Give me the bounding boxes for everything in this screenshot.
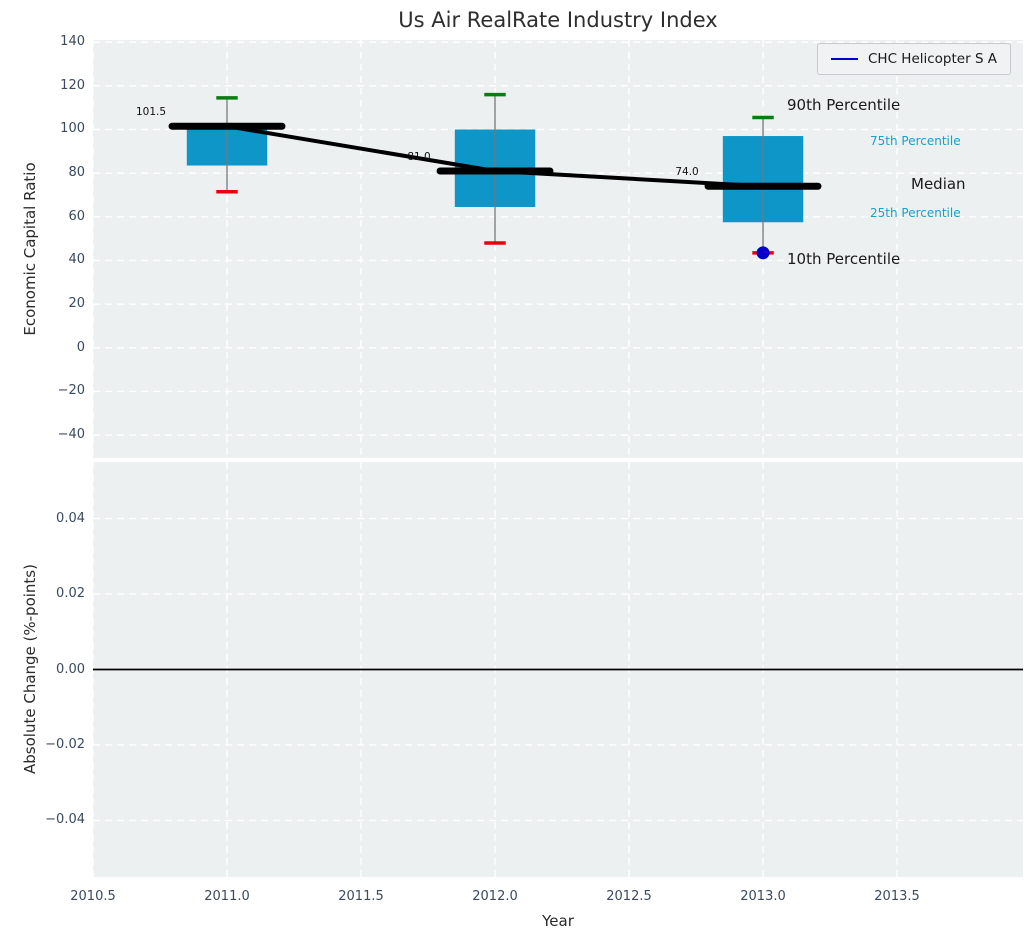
label-90th-percentile: 90th Percentile bbox=[787, 96, 901, 114]
x-tick-label: 2012.5 bbox=[606, 889, 652, 904]
median-annotation: 81.0 bbox=[407, 151, 430, 163]
y-tick-label: 80 bbox=[68, 165, 85, 181]
median-annotation: 101.5 bbox=[136, 106, 166, 118]
y-tick-label: −40 bbox=[57, 427, 85, 443]
x-tick-label: 2013.5 bbox=[874, 889, 920, 904]
x-tick-label: 2011.5 bbox=[338, 889, 384, 904]
y-tick-label: −20 bbox=[57, 383, 85, 399]
y-tick-label: 100 bbox=[60, 121, 85, 137]
label-median: Median bbox=[911, 175, 966, 193]
y-tick-label: 0.02 bbox=[56, 586, 85, 602]
label-75th-percentile: 75th Percentile bbox=[870, 134, 961, 148]
absolute-change-svg bbox=[93, 462, 1023, 877]
economic-capital-ratio-svg: 101.5 81.0 74.0 bbox=[93, 40, 1023, 458]
x-axis-label-year: Year bbox=[542, 912, 574, 930]
legend-line-icon bbox=[831, 58, 858, 60]
label-25th-percentile: 25th Percentile bbox=[870, 206, 961, 220]
economic-capital-ratio-plot: 101.5 81.0 74.0 bbox=[93, 40, 1023, 458]
y-tick-label: −0.04 bbox=[45, 812, 85, 828]
legend: CHC Helicopter S A bbox=[817, 43, 1012, 75]
x-tick-label: 2013.0 bbox=[740, 889, 786, 904]
x-tick-label: 2010.5 bbox=[70, 889, 116, 904]
y-tick-label: 60 bbox=[68, 208, 85, 224]
y-tick-label: 120 bbox=[60, 77, 85, 93]
y-tick-label: −0.02 bbox=[45, 736, 85, 752]
y-tick-label: 140 bbox=[60, 34, 85, 50]
y-tick-label: 40 bbox=[68, 252, 85, 268]
y-tick-label: 20 bbox=[68, 296, 85, 312]
y-tick-label: 0.00 bbox=[56, 661, 85, 677]
company-data-point bbox=[756, 246, 770, 260]
legend-label: CHC Helicopter S A bbox=[868, 51, 998, 67]
x-tick-label: 2012.0 bbox=[472, 889, 518, 904]
chart-title: Us Air RealRate Industry Index bbox=[398, 8, 718, 32]
median-annotation: 74.0 bbox=[675, 166, 698, 178]
label-10th-percentile: 10th Percentile bbox=[787, 250, 901, 268]
y-tick-label: 0.04 bbox=[56, 510, 85, 526]
absolute-change-plot bbox=[93, 462, 1023, 877]
y-tick-label: 0 bbox=[76, 339, 85, 355]
x-tick-label: 2011.0 bbox=[204, 889, 250, 904]
